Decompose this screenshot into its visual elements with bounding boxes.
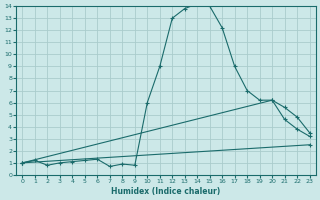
X-axis label: Humidex (Indice chaleur): Humidex (Indice chaleur) [111, 187, 221, 196]
